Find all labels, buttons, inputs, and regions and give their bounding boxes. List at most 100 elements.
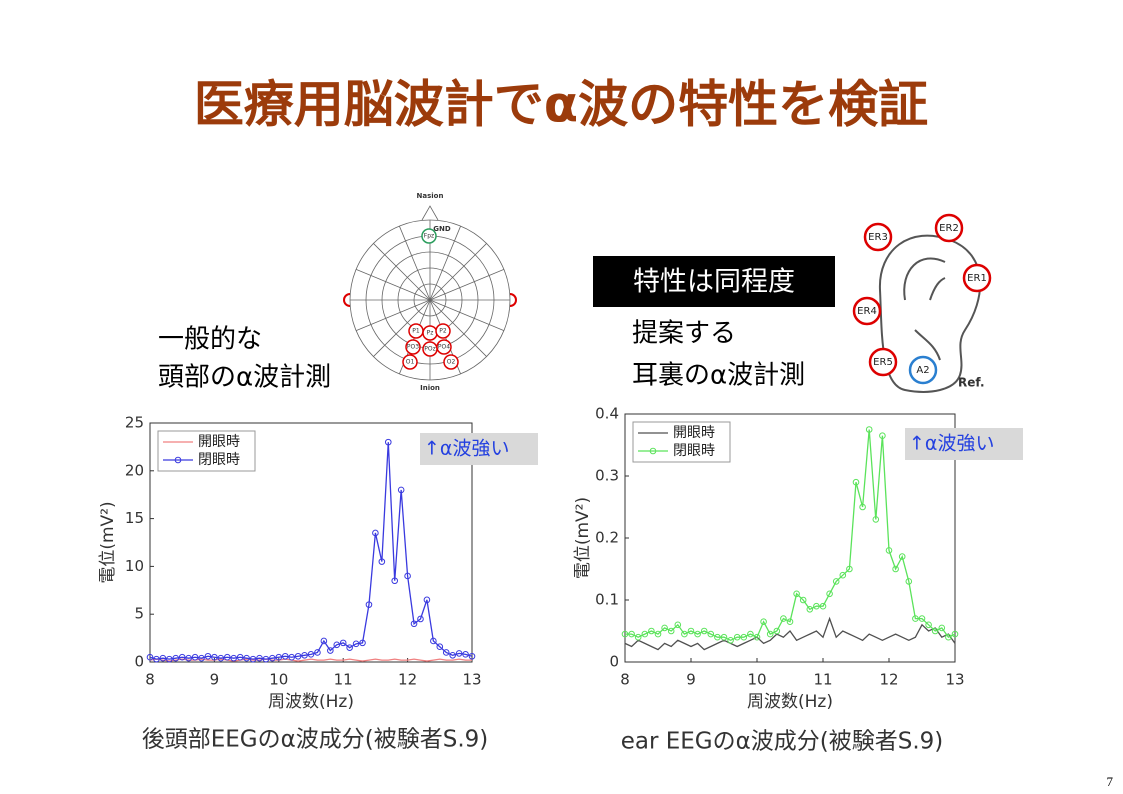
data-point (449, 652, 456, 659)
data-point (159, 654, 167, 662)
data-point (859, 503, 866, 511)
electrode-label: Fpz (424, 233, 434, 240)
data-point (275, 653, 283, 661)
x-tick-label: 13 (945, 671, 964, 689)
data-point (667, 627, 675, 635)
data-point (674, 621, 682, 629)
electrode-label: POz (424, 346, 436, 353)
data-point (951, 630, 959, 638)
data-point (391, 577, 399, 585)
data-point (694, 630, 701, 638)
x-tick-label: 10 (747, 671, 766, 689)
series-line (625, 429, 956, 642)
electrode-label: ER3 (868, 232, 888, 243)
legend-marker (649, 447, 657, 455)
data-point (397, 486, 405, 494)
data-point (198, 654, 205, 662)
electrode (934, 213, 964, 243)
data-point (931, 627, 939, 635)
y-tick-label: 10 (125, 557, 144, 575)
data-point (178, 653, 186, 661)
legend-box (632, 421, 731, 463)
chart-caption: ear EEGのα波成分(被験者S.9) (621, 729, 944, 755)
data-point (753, 633, 761, 641)
data-point (352, 640, 360, 648)
x-tick-label: 10 (269, 671, 288, 689)
data-point (766, 630, 774, 638)
map-spoke (355, 269, 431, 301)
x-tick-label: 9 (686, 671, 696, 689)
data-point (384, 438, 392, 446)
electrode-label: ER4 (857, 306, 877, 317)
data-point (217, 654, 225, 662)
x-tick-label: 11 (334, 671, 353, 689)
map-spoke (429, 299, 505, 331)
data-point (819, 602, 827, 610)
data-point (945, 633, 952, 641)
legend-marker (174, 456, 182, 464)
data-point (628, 630, 635, 638)
data-point (747, 630, 754, 638)
data-point (727, 637, 734, 644)
y-tick-label: 25 (125, 414, 144, 432)
electrode (863, 222, 893, 252)
data-point (846, 565, 853, 573)
method-label: 提案する (632, 319, 736, 349)
badge-box (593, 256, 835, 307)
y-axis-label: 電位(mV²) (98, 501, 118, 583)
ear-electrodes: ER1 ER2 ER3 ER4 ER5 A2 (852, 213, 992, 385)
data-point (301, 652, 308, 659)
data-point (410, 620, 418, 628)
data-point (468, 652, 476, 660)
data-point (307, 651, 315, 658)
method-label: 耳裏のα波計測 (632, 361, 805, 391)
electrode (443, 354, 459, 370)
data-point (436, 643, 444, 651)
legend-box (157, 430, 256, 472)
legend-label: 閉眼時 (673, 443, 715, 459)
data-point (813, 602, 820, 610)
data-point (879, 432, 886, 440)
electrode-label: Pz (427, 330, 434, 337)
x-tick-label: 12 (879, 671, 898, 689)
series-line (624, 616, 956, 651)
y-tick-label: 0.3 (595, 467, 619, 485)
data-point (793, 590, 800, 598)
data-point (236, 653, 244, 661)
data-point (681, 630, 688, 638)
x-tick-label: 13 (462, 671, 481, 689)
data-point (288, 653, 295, 661)
electrode (436, 339, 452, 355)
y-axis-label: 電位(mV²) (573, 497, 593, 579)
x-axis-label: 周波数(Hz) (268, 692, 354, 712)
electrode-label: P2 (439, 328, 447, 335)
y-tick-label: 0.1 (595, 591, 619, 609)
data-point (404, 572, 411, 580)
data-point (687, 627, 695, 635)
electrode (868, 347, 898, 377)
electrode (852, 296, 882, 326)
data-point (281, 652, 289, 660)
data-point (346, 644, 353, 651)
data-point (249, 655, 257, 663)
diagram-label: Nasion (417, 192, 444, 200)
x-tick-label: 8 (620, 671, 630, 689)
electrode-label: ER5 (873, 357, 893, 368)
y-tick-label: 0 (134, 653, 144, 671)
data-point (885, 547, 893, 554)
data-point (714, 633, 721, 641)
data-point (365, 601, 373, 608)
annotation: ↑α波強い (909, 433, 994, 455)
y-tick-label: 5 (134, 605, 144, 623)
annotation-box (905, 428, 1023, 460)
map-spoke (429, 225, 461, 301)
y-tick-label: 20 (125, 461, 144, 479)
electrode-label: ER1 (967, 273, 987, 284)
data-point (786, 618, 794, 626)
map-spoke (355, 299, 431, 331)
map-ear (509, 293, 517, 307)
electrode (405, 339, 421, 355)
data-point (918, 615, 926, 622)
legend-label: 開眼時 (198, 434, 240, 450)
